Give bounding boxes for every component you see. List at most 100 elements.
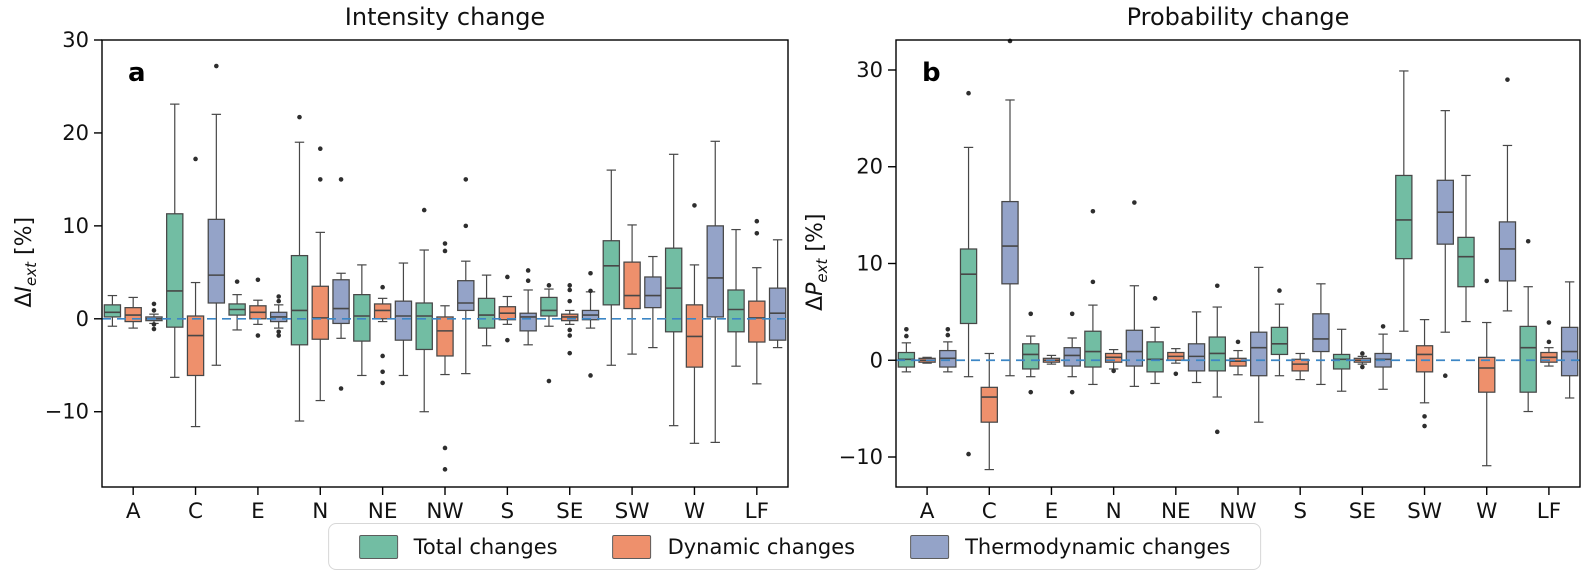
y-tick-label: 20 [62, 121, 89, 145]
x-tick-label: S [1293, 499, 1307, 524]
y-tick-label: −10 [45, 400, 89, 424]
x-tick-label: W [1476, 499, 1497, 524]
thermodynamic-changes-swatch [910, 534, 950, 559]
x-tick-label: SE [556, 499, 583, 524]
delta-symbol: Δ [11, 292, 37, 308]
y-tick-label: 10 [856, 252, 883, 276]
x-tick-label: A [920, 499, 935, 524]
outlier-dot [567, 333, 573, 338]
outlier-dot [904, 326, 909, 332]
outlier-dot [297, 114, 302, 120]
legend-label: Total changes [413, 534, 558, 559]
variable-subscript: ext [22, 261, 41, 286]
x-tick-label: SW [615, 499, 650, 524]
outlier-dot [442, 467, 448, 472]
dynamic-changes-swatch [612, 534, 652, 559]
box [1250, 331, 1268, 377]
box [1312, 313, 1330, 353]
outlier-dot [276, 333, 281, 338]
outlier-dot [463, 177, 469, 182]
box [1457, 236, 1475, 288]
axes-frame [895, 39, 1581, 488]
box [1001, 200, 1019, 285]
outlier-dot [463, 223, 469, 229]
legend-entry-dynamic: Dynamic changes [612, 534, 856, 559]
x-tick-label: NW [426, 499, 463, 524]
outlier-dot [276, 329, 281, 335]
outlier-dot [692, 203, 697, 208]
outlier-dot [588, 373, 593, 378]
box [103, 304, 122, 318]
box [1498, 221, 1517, 282]
outlier-dot [945, 326, 951, 332]
box [332, 279, 350, 325]
legend-entry-thermodynamic: Thermodynamic changes [910, 534, 1230, 559]
x-tick-label: N [1106, 499, 1122, 524]
outlier-dot [338, 177, 344, 182]
outlier-dot [567, 287, 573, 293]
x-tick-label: W [684, 499, 705, 524]
legend-label: Dynamic changes [667, 534, 856, 559]
outlier-dot [567, 327, 573, 333]
panel-a-ylabel: ΔIext [%] [12, 132, 40, 392]
variable-symbol: I [11, 285, 37, 293]
outlier-dot [1090, 279, 1096, 285]
outlier-dot [1422, 414, 1427, 419]
panel-b-letter: b [922, 58, 941, 88]
box [1519, 325, 1537, 393]
unit-label: [%] [11, 216, 37, 262]
outlier-dot [754, 230, 760, 236]
outlier-dot [1214, 429, 1220, 435]
outlier-dot [442, 241, 448, 246]
y-tick-label: 10 [62, 214, 89, 238]
panel-b-ylabel: ΔPext [%] [803, 132, 831, 392]
box [457, 280, 475, 312]
outlier-dot [421, 207, 427, 213]
outlier-dot [234, 279, 240, 284]
x-tick-label: SE [1349, 499, 1376, 524]
outlier-dot [567, 298, 573, 304]
outlier-dot [567, 283, 573, 288]
outlier-dot [1028, 389, 1034, 395]
box [1125, 329, 1144, 367]
outlier-dot [442, 248, 448, 254]
y-tick-label: 20 [856, 155, 883, 179]
unit-label: [%] [802, 213, 828, 259]
x-tick-label: S [501, 499, 515, 524]
box [1270, 326, 1289, 356]
outlier-dot [1525, 238, 1531, 244]
panel-a-letter: a [128, 58, 146, 88]
box [1415, 345, 1434, 373]
outlier-dot [1069, 311, 1075, 317]
box [1332, 353, 1351, 370]
panel-b-title: Probability change [1126, 3, 1350, 31]
legend: Total changes Dynamic changes Thermodyna… [327, 523, 1262, 570]
outlier-dot [1360, 351, 1365, 356]
box [1084, 330, 1102, 368]
outlier-dot [1442, 373, 1448, 379]
box [664, 247, 683, 333]
box [477, 297, 496, 329]
box [1291, 358, 1309, 372]
box [415, 302, 433, 351]
box [959, 248, 978, 325]
outlier-dot [380, 284, 385, 290]
box [1063, 347, 1081, 367]
box [706, 225, 724, 318]
box [980, 386, 998, 423]
x-tick-label: NW [1219, 499, 1256, 524]
outlier-dot [945, 332, 951, 338]
box [602, 240, 621, 306]
outlier-dot [1090, 208, 1096, 214]
outlier-dot [525, 278, 531, 283]
outlier-dot [1111, 368, 1116, 374]
outlier-dot [380, 353, 385, 359]
y-tick-label: −10 [839, 445, 883, 469]
outlier-dot [1277, 288, 1282, 293]
outlier-dot [1505, 77, 1510, 82]
box [1187, 343, 1206, 372]
x-tick-label: SW [1407, 499, 1442, 524]
box [311, 285, 330, 340]
box [1022, 343, 1040, 370]
